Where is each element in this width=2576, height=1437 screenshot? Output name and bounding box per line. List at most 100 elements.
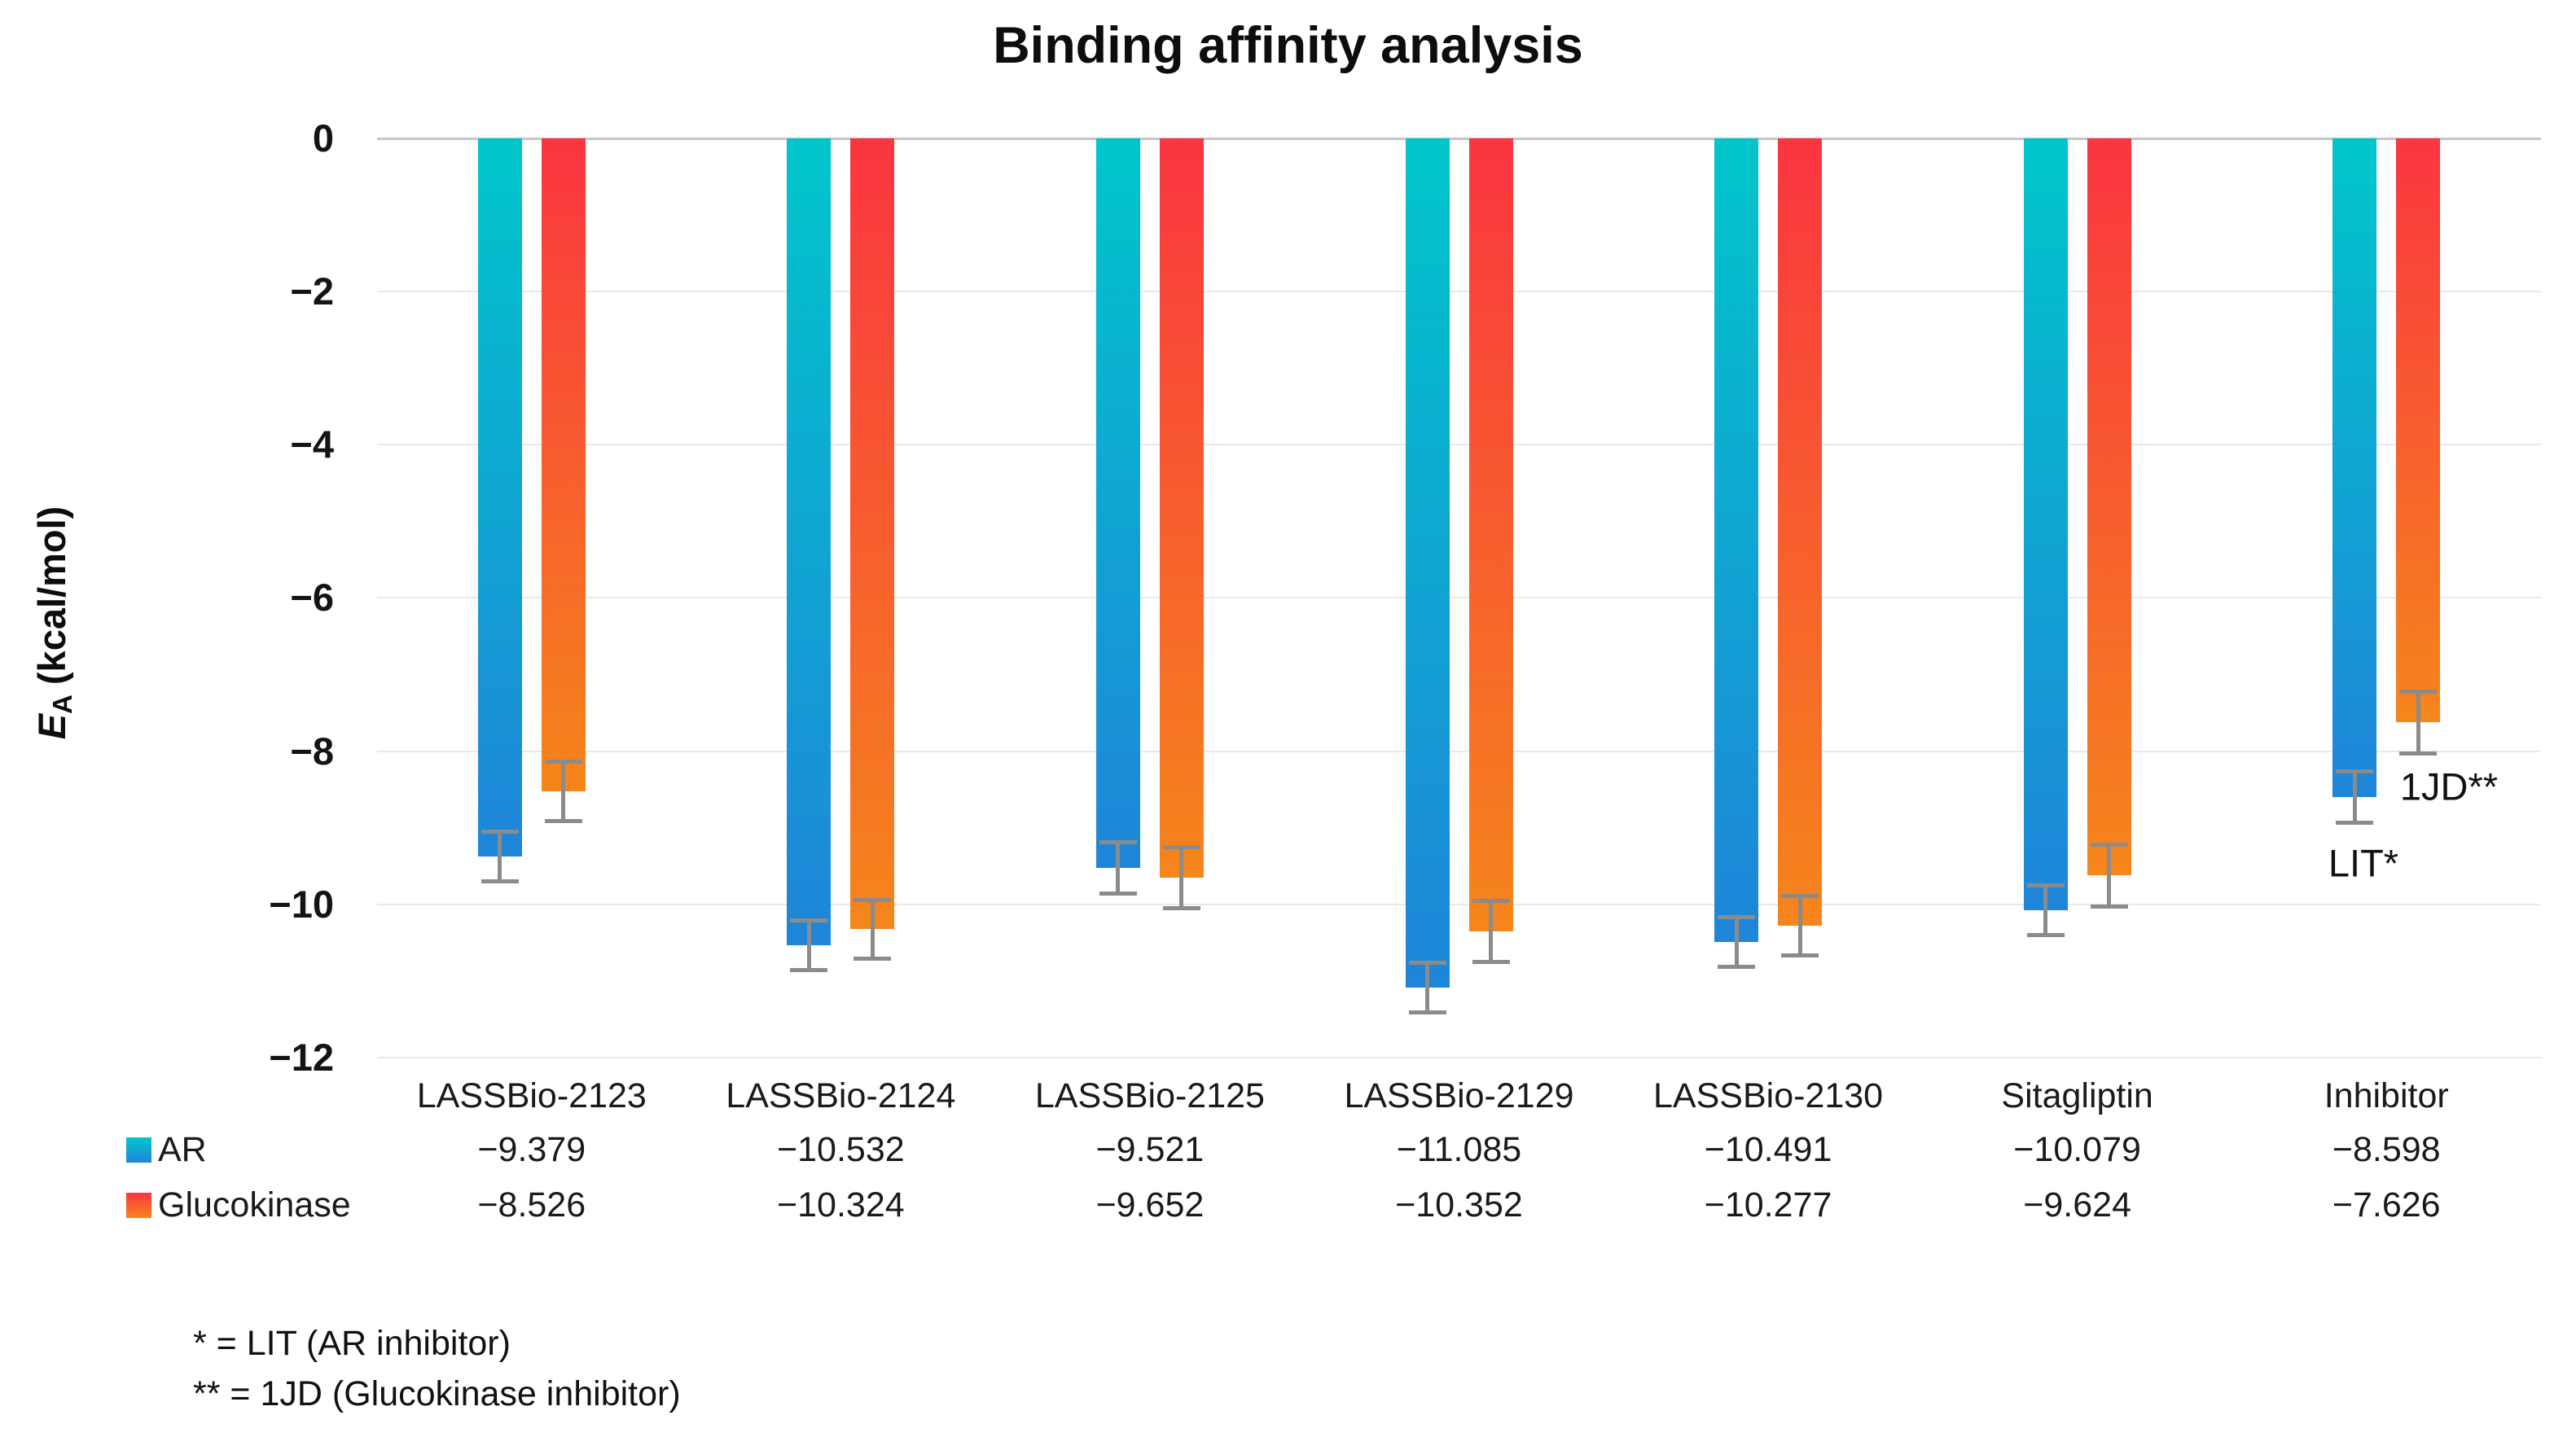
bar-ar-lassbio-2130 <box>1714 138 1759 942</box>
error-bar-cap-top <box>2399 689 2438 694</box>
value-cell-ar-inhibitor: −8.598 <box>2332 1130 2441 1169</box>
error-bar-ar-sitagliptin <box>2026 883 2065 938</box>
error-bar-ar-inhibitor <box>2336 769 2374 825</box>
error-bar-line <box>561 762 566 821</box>
value-cell-ar-lassbio-2130: −10.491 <box>1704 1130 1832 1169</box>
value-cell-glucokinase-lassbio-2123: −8.526 <box>477 1185 586 1225</box>
legend-label-glucokinase: Glucokinase <box>158 1185 351 1225</box>
error-bar-line <box>1179 848 1184 908</box>
bar-glucokinase-inhibitor <box>2396 138 2441 723</box>
error-bar-line <box>1489 901 1493 962</box>
error-bar-cap-bottom <box>1718 965 1756 970</box>
error-bar-cap-top <box>481 830 519 835</box>
error-bar-line <box>498 832 502 882</box>
gridline <box>377 291 2541 293</box>
error-bar-line <box>806 920 811 970</box>
error-bar-line <box>1425 962 1429 1012</box>
y-tick-label: −10 <box>269 882 334 926</box>
value-cell-glucokinase-lassbio-2130: −10.277 <box>1704 1185 1832 1225</box>
bar-glucokinase-lassbio-2125 <box>1159 138 1204 878</box>
bar-ar-lassbio-2124 <box>787 138 832 945</box>
bar-glucokinase-sitagliptin <box>2087 138 2131 876</box>
category-label-lassbio-2124: LASSBio-2124 <box>726 1076 956 1115</box>
error-bar-glucokinase-lassbio-2123 <box>544 760 582 823</box>
y-tick-label: −4 <box>290 423 334 467</box>
y-tick-label: −6 <box>290 576 334 620</box>
error-bar-cap-bottom <box>1099 891 1137 896</box>
error-bar-line <box>2352 771 2357 822</box>
gridline <box>377 444 2541 446</box>
error-bar-glucokinase-inhibitor <box>2399 689 2438 756</box>
category-label-inhibitor: Inhibitor <box>2324 1076 2449 1115</box>
error-bar-cap-bottom <box>1472 959 1510 964</box>
error-bar-glucokinase-lassbio-2125 <box>1162 845 1200 910</box>
error-bar-ar-lassbio-2130 <box>1718 914 1756 970</box>
bar-glucokinase-lassbio-2130 <box>1778 138 1823 926</box>
error-bar-line <box>2107 844 2112 907</box>
gridline <box>377 750 2541 752</box>
annotation-1jd: 1JD** <box>2399 765 2499 808</box>
legend-label-ar: AR <box>158 1130 207 1169</box>
legend-swatch-glucokinase <box>126 1193 151 1218</box>
value-cell-glucokinase-lassbio-2129: −10.352 <box>1395 1185 1523 1225</box>
error-bar-line <box>870 900 875 959</box>
error-bar-cap-top <box>2336 769 2374 773</box>
error-bar-cap-bottom <box>1162 905 1200 910</box>
value-cell-glucokinase-inhibitor: −7.626 <box>2332 1185 2441 1225</box>
error-bar-cap-top <box>790 918 828 922</box>
y-tick-label: 0 <box>312 116 334 160</box>
error-bar-glucokinase-lassbio-2129 <box>1472 899 1510 964</box>
value-cell-ar-sitagliptin: −10.079 <box>2013 1130 2141 1169</box>
error-bar-glucokinase-lassbio-2124 <box>854 897 892 962</box>
error-bar-cap-top <box>2026 883 2065 888</box>
error-bar-ar-lassbio-2129 <box>1408 960 1446 1014</box>
value-cell-ar-lassbio-2125: −9.521 <box>1095 1130 1205 1169</box>
category-label-sitagliptin: Sitagliptin <box>2001 1076 2153 1115</box>
error-bar-line <box>1797 896 1802 955</box>
error-bar-line <box>2416 691 2420 754</box>
error-bar-line <box>2043 886 2048 935</box>
value-cell-ar-lassbio-2124: −10.532 <box>777 1130 905 1169</box>
bar-ar-lassbio-2123 <box>477 138 522 857</box>
bar-glucokinase-lassbio-2123 <box>541 138 586 792</box>
category-label-lassbio-2125: LASSBio-2125 <box>1034 1076 1265 1115</box>
error-bar-cap-bottom <box>544 818 582 823</box>
footnote-1jd: ** = 1JD (Glucokinase inhibitor) <box>193 1374 681 1413</box>
error-bar-ar-lassbio-2125 <box>1099 839 1137 896</box>
error-bar-ar-lassbio-2124 <box>790 918 828 972</box>
bar-glucokinase-lassbio-2129 <box>1468 138 1513 931</box>
error-bar-cap-top <box>544 760 582 765</box>
y-tick-label: −8 <box>290 729 334 773</box>
legend-swatch-ar <box>126 1137 151 1163</box>
footnote-lit: * = LIT (AR inhibitor) <box>193 1324 511 1363</box>
error-bar-cap-top <box>1781 894 1819 899</box>
bar-glucokinase-lassbio-2124 <box>850 138 895 930</box>
error-bar-line <box>1116 842 1121 893</box>
value-cell-glucokinase-lassbio-2124: −10.324 <box>777 1185 905 1225</box>
bar-ar-sitagliptin <box>2023 138 2068 911</box>
error-bar-cap-bottom <box>790 967 828 972</box>
error-bar-cap-bottom <box>2399 751 2438 756</box>
error-bar-glucokinase-lassbio-2130 <box>1781 894 1819 957</box>
error-bar-cap-top <box>854 897 892 902</box>
bar-ar-inhibitor <box>2332 138 2377 797</box>
y-tick-label: −2 <box>290 269 334 313</box>
error-bar-cap-top <box>1099 839 1137 844</box>
y-tick-label: −12 <box>269 1035 334 1079</box>
bar-ar-lassbio-2129 <box>1405 138 1450 988</box>
error-bar-line <box>1734 917 1739 967</box>
error-bar-cap-bottom <box>1781 953 1819 957</box>
value-cell-glucokinase-sitagliptin: −9.624 <box>2023 1185 2131 1225</box>
gridline-zero <box>377 137 2541 140</box>
error-bar-cap-top <box>2090 842 2128 847</box>
value-cell-ar-lassbio-2129: −11.085 <box>1396 1130 1522 1169</box>
error-bar-cap-top <box>1408 960 1446 965</box>
chart-title: Binding affinity analysis <box>993 17 1583 74</box>
error-bar-ar-lassbio-2123 <box>481 830 519 884</box>
error-bar-cap-bottom <box>2336 820 2374 825</box>
error-bar-cap-top <box>1718 914 1756 919</box>
error-bar-cap-bottom <box>2026 933 2065 938</box>
gridline <box>377 1056 2541 1058</box>
